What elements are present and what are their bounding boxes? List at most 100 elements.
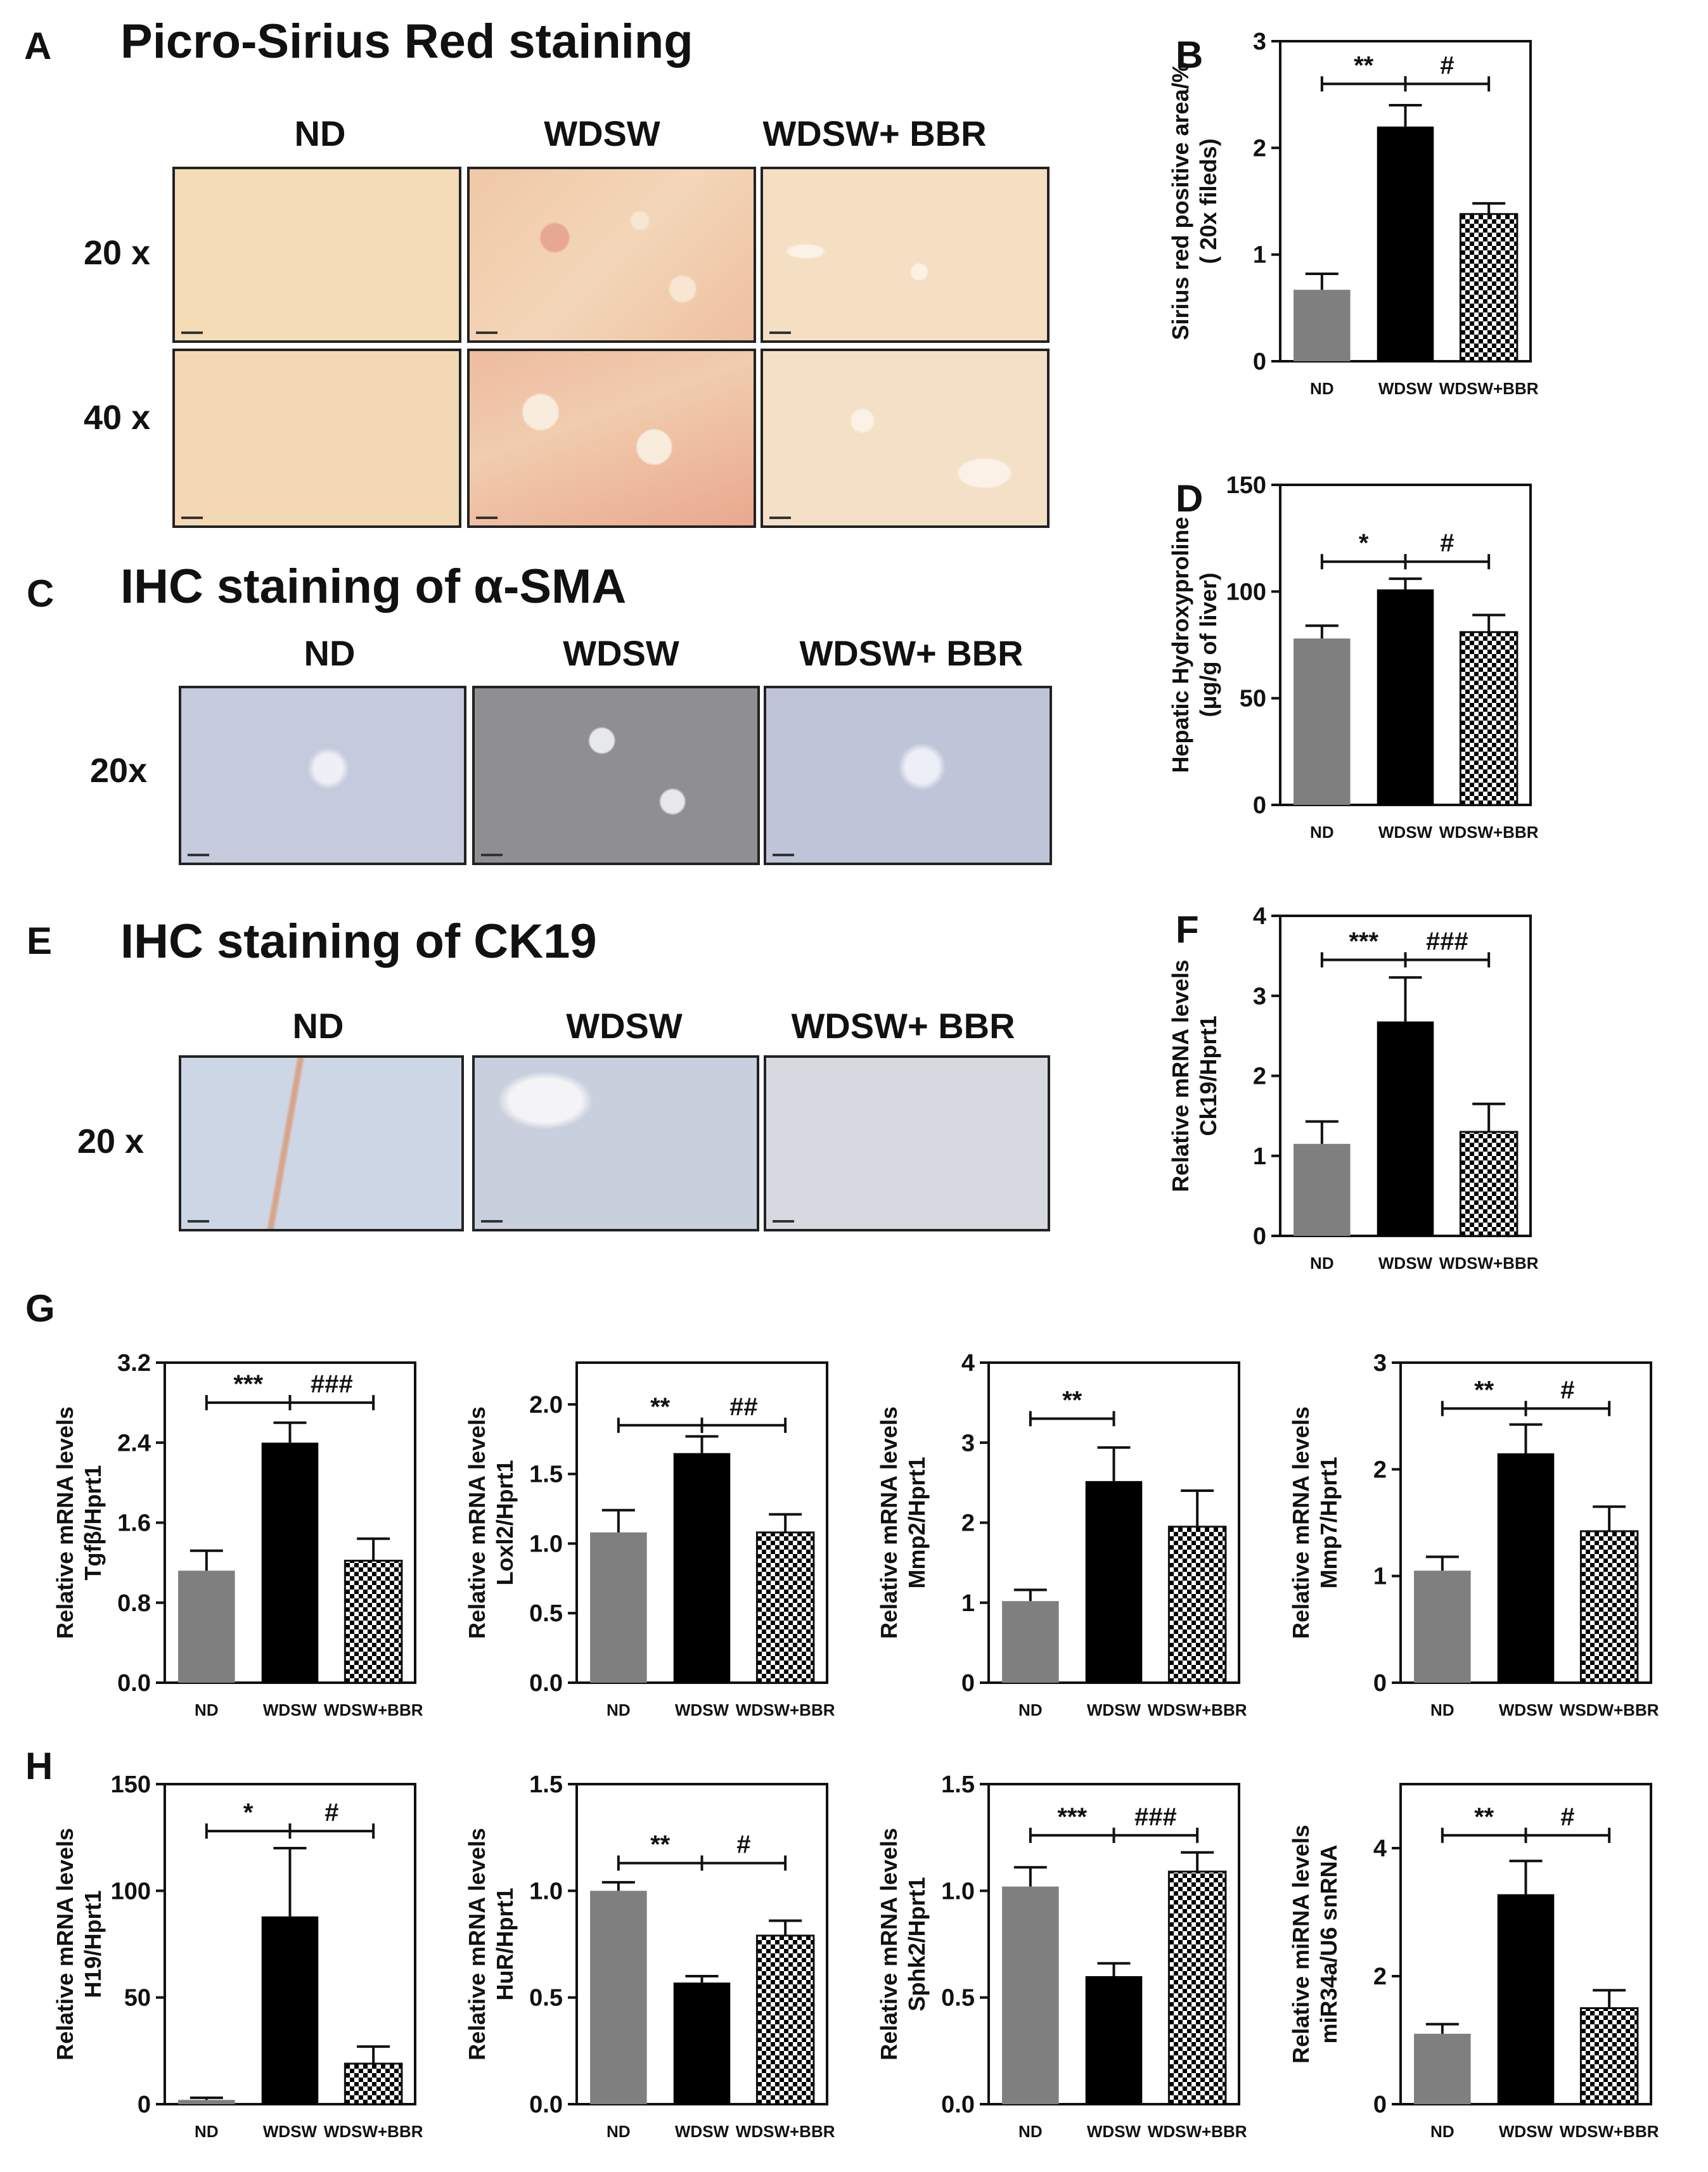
sig-label: * [1359, 529, 1369, 557]
bar-wdsw-bbr [1579, 2007, 1639, 2105]
x-tick-label: ND [195, 1700, 219, 1719]
x-tick-label: WDSW+BBR [324, 2122, 423, 2141]
y-axis-label: miR34a/U6 snRNA [1316, 1844, 1342, 2043]
sig-label: # [1560, 1803, 1574, 1831]
chart-svg-B: 0 1 2 3 Sirius red positive area/%( 20x file… [1167, 29, 1539, 398]
sirius-nd-40x-image [172, 349, 461, 528]
sig-label: *** [1057, 1803, 1087, 1831]
y-tick-label: 4 [961, 1350, 975, 1377]
y-axis-label: Tgfβ/Hprt1 [80, 1465, 106, 1581]
y-tick-label: 0 [138, 2092, 151, 2118]
y-axis-label: Relative mRNA levels [1288, 1406, 1314, 1639]
y-tick-label: 3.2 [117, 1350, 151, 1377]
x-tick-label: ND [1310, 379, 1334, 398]
chart-svg-F: 0 1 2 3 4 Relative mRNA levels Ck19/Hprt1 ND WDS… [1167, 903, 1539, 1273]
y-tick-label: 0.0 [529, 1670, 563, 1697]
bar-nd [1294, 290, 1351, 361]
sig-label: # [1560, 1376, 1574, 1404]
x-tick-label: WDSW+BBR [1560, 2122, 1659, 2141]
x-tick-label: WDSW+BBR [1439, 1254, 1539, 1273]
sig-label: *** [1349, 927, 1378, 955]
chart-g-mmp7: 0 1 2 3 Relative mRNA levels Mmp7/Hprt1 ND WDSW… [1271, 1350, 1670, 1743]
y-tick-label: 0.0 [117, 1670, 151, 1697]
bar-wdsw [261, 1916, 319, 2104]
y-axis-label: H19/Hprt1 [80, 1890, 106, 1998]
asma-wdsw-image [472, 686, 760, 865]
y-tick-label: 1 [1253, 242, 1266, 269]
y-tick-label: 3 [1373, 1350, 1387, 1377]
x-tick-label: WDSW [1378, 379, 1433, 398]
bar-wdsw-bbr [755, 1531, 815, 1684]
sirius-wdsw-bbr-20x-image [761, 167, 1050, 343]
y-tick-label: 1.5 [529, 1771, 563, 1798]
bar-wdsw [1497, 1453, 1555, 1683]
y-axis-label: ( 20x fileds) [1195, 138, 1221, 264]
chart-b-sirius-area: 0 1 2 3 Sirius red positive area/%( 20x file… [1150, 29, 1550, 421]
bar-nd [178, 2100, 235, 2104]
y-tick-label: 2 [1373, 1963, 1387, 1990]
y-tick-label: 0 [961, 1670, 975, 1697]
x-tick-label: WDSW [1499, 2122, 1553, 2141]
panel-a-row-40x: 40 x [84, 399, 151, 437]
y-tick-label: 50 [124, 1985, 151, 2012]
y-tick-label: 150 [111, 1771, 151, 1798]
bar-wdsw [673, 1453, 731, 1683]
y-tick-label: 2 [961, 1510, 975, 1537]
chart-svg-H3: 0.0 0.5 1.0 1.5 Relative mRNA levels Sphk2/Hp… [876, 1771, 1247, 2141]
sig-label: ** [1474, 1376, 1494, 1404]
y-axis-label: Relative mRNA levels [52, 1406, 78, 1639]
panel-a-row-20x: 20 x [84, 234, 151, 272]
sig-label: # [1440, 51, 1454, 79]
y-tick-label: 0.0 [941, 2092, 975, 2118]
bar-wdsw [1085, 1976, 1143, 2104]
panel-e-col-wdsw-bbr: WDSW+ BBR [791, 1006, 1015, 1046]
chart-svg-H2: 0.0 0.5 1.0 1.5 Relative mRNA levels HuR/Hprt… [464, 1771, 835, 2141]
bar-nd [1002, 1601, 1059, 1683]
panel-e-col-nd: ND [292, 1006, 344, 1046]
x-tick-label: WDSW [1499, 1700, 1553, 1719]
bar-wdsw [1497, 1894, 1555, 2104]
x-tick-label: WDSW+BBR [1148, 1700, 1247, 1719]
x-tick-label: ND [195, 2122, 219, 2141]
chart-svg-G1: 0.0 0.8 1.6 2.4 3.2 Relative mRNA levels Tgfβ/… [52, 1350, 423, 1719]
y-axis-label: Loxl2/Hprt1 [492, 1460, 518, 1585]
sig-label: ## [729, 1393, 758, 1421]
x-tick-label: WDSW [1087, 2122, 1141, 2141]
sirius-nd-20x-image [172, 167, 461, 343]
sig-label: *** [233, 1370, 263, 1398]
x-tick-label: WDSW [263, 1700, 318, 1719]
panel-c-title: IHC staining of α-SMA [120, 560, 627, 614]
x-tick-label: WDSW+BBR [736, 1700, 835, 1719]
sig-label: * [243, 1799, 254, 1827]
y-tick-label: 2 [1373, 1456, 1387, 1483]
y-tick-label: 1 [1373, 1564, 1387, 1590]
y-axis-label: Relative miRNA levels [1288, 1825, 1314, 2064]
y-tick-label: 0.8 [117, 1590, 151, 1617]
bar-wdsw-bbr [755, 1934, 815, 2105]
sirius-wdsw-20x-image [467, 167, 756, 343]
sig-label: ** [1062, 1386, 1082, 1414]
sig-label: ** [1354, 51, 1374, 79]
y-tick-label: 0.5 [529, 1600, 563, 1627]
bar-nd [1294, 638, 1351, 805]
panel-letter-c: C [27, 572, 55, 615]
bar-nd [178, 1571, 235, 1683]
panel-c-col-nd: ND [304, 633, 356, 673]
x-tick-label: ND [1430, 1700, 1454, 1719]
panel-a-col-nd: ND [294, 113, 346, 153]
bar-wdsw-bbr [344, 2062, 403, 2105]
panel-letter-e: E [27, 920, 53, 962]
x-tick-label: ND [1018, 1700, 1043, 1719]
y-axis-label: Relative mRNA levels [464, 1828, 490, 2060]
chart-h-mir34a: 0 2 4 Relative miRNA levels miR34a/U6 snRNA N… [1271, 1771, 1670, 2164]
chart-svg-G4: 0 1 2 3 Relative mRNA levels Mmp7/Hprt1 ND WDSW… [1288, 1350, 1659, 1719]
y-axis-label: Sphk2/Hprt1 [904, 1877, 930, 2011]
sirius-wdsw-bbr-40x-image [761, 349, 1050, 528]
y-tick-label: 1.0 [529, 1878, 563, 1905]
x-tick-label: WDSW+BBR [736, 2122, 835, 2141]
chart-svg-G3: 0 1 2 3 4 Relative mRNA levels Mmp2/Hprt1 ND WDS… [876, 1350, 1247, 1719]
bar-nd [1002, 1886, 1059, 2104]
y-tick-label: 2 [1253, 135, 1266, 162]
bar-wdsw-bbr [1167, 1526, 1227, 1684]
x-tick-label: WDSW [1378, 1254, 1433, 1273]
